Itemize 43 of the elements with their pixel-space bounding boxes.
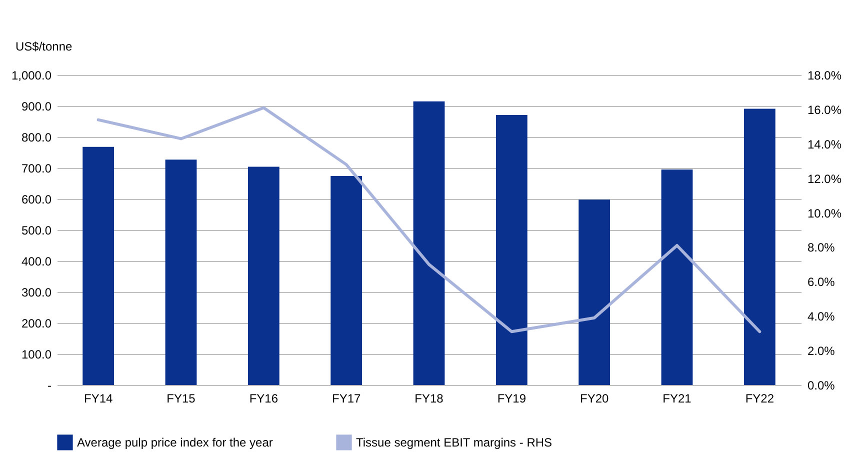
legend-label: Tissue segment EBIT margins - RHS (356, 435, 552, 450)
bar (413, 101, 445, 385)
y2-tick-label: 8.0% (808, 240, 836, 255)
x-tick-label: FY15 (166, 392, 196, 406)
bar (744, 108, 776, 385)
x-tick-label: FY21 (662, 392, 692, 406)
line-series (96, 106, 762, 334)
y-tick-label: 100.0 (21, 348, 52, 362)
legend-label: Average pulp price index for the year (77, 435, 273, 450)
bar (165, 160, 197, 385)
y-tick-label: 1,000.0 (11, 68, 52, 82)
y2-tick-label: 18.0% (808, 68, 842, 82)
y2-tick-label: 6.0% (808, 275, 836, 290)
bar (330, 176, 362, 385)
y-tick-label: 900.0 (21, 100, 52, 114)
x-tick-label: FY18 (414, 392, 444, 406)
y-tick-label: - (48, 378, 52, 392)
bar (82, 146, 114, 385)
bar (578, 200, 610, 385)
bar (661, 170, 693, 385)
y-tick-label: 400.0 (21, 254, 52, 268)
x-tick-label: FY17 (332, 392, 361, 406)
bar (496, 114, 528, 385)
y-tick-label: 800.0 (21, 130, 52, 144)
x-tick-label: FY20 (580, 392, 609, 406)
y2-tick-label: 10.0% (808, 206, 842, 220)
y2-tick-label: 4.0% (808, 310, 836, 324)
y-tick-label: 200.0 (21, 316, 52, 330)
y2-tick-label: 0.0% (808, 378, 836, 392)
x-tick-label: FY16 (249, 392, 278, 406)
y-tick-label: 500.0 (21, 224, 52, 238)
y-tick-label: 300.0 (21, 286, 52, 300)
x-tick-label: FY19 (497, 392, 526, 406)
y-tick-label: 700.0 (21, 162, 52, 176)
y-tick-label: 600.0 (21, 192, 52, 206)
y2-tick-label: 2.0% (808, 344, 836, 358)
x-tick-label: FY14 (84, 392, 113, 406)
y2-tick-label: 14.0% (808, 137, 842, 152)
y2-tick-label: 12.0% (808, 172, 842, 186)
y-axis-title: US$/tonne (16, 40, 73, 54)
x-tick-label: FY22 (745, 392, 774, 406)
bar (248, 166, 280, 385)
y2-tick-label: 16.0% (808, 102, 842, 117)
